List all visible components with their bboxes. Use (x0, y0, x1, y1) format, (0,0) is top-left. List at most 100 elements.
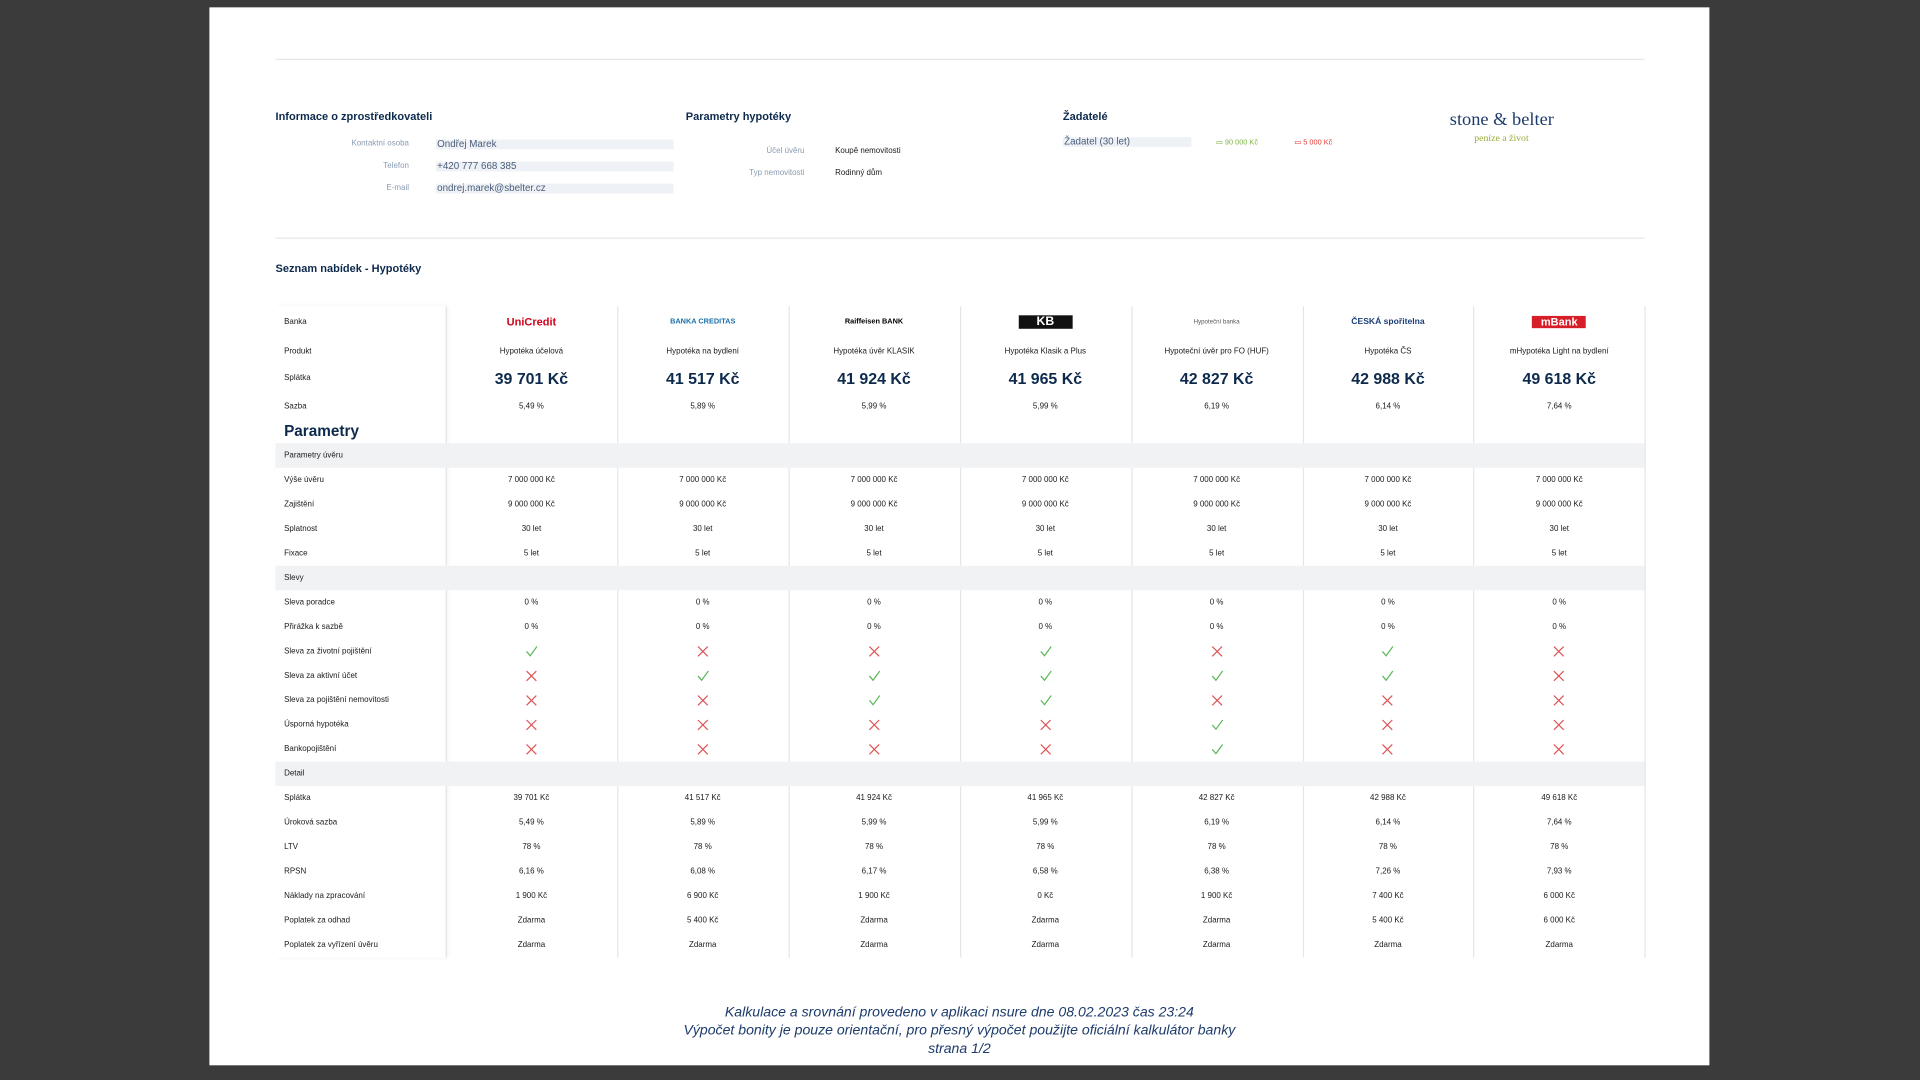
cell: 7,64 % (1546, 818, 1572, 828)
cell: 5 let (1037, 549, 1053, 558)
cell: Zdarma (517, 916, 546, 926)
cell: 5,99 % (1032, 402, 1058, 411)
section-band (275, 443, 1645, 468)
cell: 9 000 000 Kč (1021, 500, 1069, 509)
row-label: Sleva za životní pojištění (284, 647, 372, 656)
icon-path (1553, 695, 1565, 706)
field-value: ondrej.marek@sbelter.cz (435, 183, 674, 194)
row-label: Náklady na zpracování (284, 892, 366, 901)
column-divider (445, 306, 447, 958)
cell: 30 let (1378, 524, 1398, 534)
cell: Zdarma (1374, 941, 1402, 950)
cell: 5 let (866, 549, 882, 558)
cross-icon (1039, 744, 1051, 755)
cell: Zdarma (1031, 941, 1060, 950)
cell: 6 900 Kč (686, 892, 719, 901)
cell: 7,26 % (1375, 867, 1401, 877)
column-divider (959, 306, 961, 958)
cross-icon (697, 744, 708, 755)
cross-icon (1553, 744, 1565, 755)
icon-path (1211, 719, 1223, 731)
cell: Hypotéka úvěr KLASIK (833, 347, 915, 356)
cell: 5,89 % (690, 818, 716, 828)
cell: 6 000 Kč (1543, 892, 1575, 901)
cell: 1 900 Kč (1200, 892, 1233, 901)
cross-icon (1553, 719, 1565, 731)
check-icon (868, 695, 880, 706)
row-label: Zajištění (284, 500, 315, 509)
bank-logo: KB (1018, 315, 1073, 329)
section-title: Parametry hypotéky (685, 110, 792, 123)
bank-logo: mBank (1532, 315, 1587, 329)
icon-path (526, 744, 537, 755)
cell: 6,08 % (690, 867, 716, 877)
cell: 6,38 % (1204, 867, 1230, 877)
cell: 5 let (1551, 549, 1567, 558)
row-label: Poplatek za vyřízení úvěru (284, 941, 378, 950)
row-label: LTV (284, 843, 299, 852)
cell: 49 618 Kč (1541, 794, 1578, 803)
check-icon (1211, 744, 1223, 755)
icon-path (697, 695, 708, 706)
bank-logo: Hypoteční banka (1193, 318, 1240, 326)
row-label: Fixace (284, 549, 308, 558)
cell: Hypotéka ČS (1364, 347, 1412, 356)
cell: 9 000 000 Kč (850, 500, 898, 509)
row-label: Přirážka k sazbě (284, 622, 343, 632)
row-label: Výše úvěru (284, 475, 324, 485)
cell: 5,49 % (519, 818, 544, 828)
footer-line: strana 1/2 (928, 1042, 991, 1057)
cell: 5 400 Kč (686, 916, 719, 926)
icon-path (697, 646, 708, 657)
cell: 0 % (1552, 598, 1567, 607)
cell: 78 % (1550, 843, 1569, 852)
icon-path (1553, 670, 1565, 682)
field-value: Ondřej Marek (435, 139, 674, 150)
cross-icon (1211, 646, 1222, 657)
cell: 7 000 000 Kč (507, 475, 555, 485)
row-label: Úroková sazba (284, 818, 338, 828)
icon-path (868, 646, 880, 657)
section-title: Žadatelé (1062, 110, 1108, 123)
cell: 5,49 % (519, 402, 544, 411)
row-label: Sazba (284, 402, 307, 411)
icon-path (1553, 646, 1565, 657)
cell: Hypotéka na bydlení (666, 347, 739, 356)
cell: 7 000 000 Kč (1364, 475, 1412, 485)
cell: 5,99 % (861, 818, 887, 828)
cell: 5,99 % (1032, 818, 1058, 828)
cell: 30 let (1206, 524, 1227, 534)
check-icon (697, 670, 709, 682)
cross-icon (526, 670, 537, 682)
check-icon (1039, 646, 1052, 657)
cell: Hypoteční úvěr pro FO (HUF) (1164, 347, 1269, 356)
row-label: Bankopojištění (284, 745, 337, 754)
income: ▭ 90 000 Kč (1215, 139, 1259, 147)
cell: 0 % (1038, 622, 1053, 632)
icon-path (1382, 670, 1394, 682)
icon-path (526, 695, 537, 706)
cross-icon (1382, 695, 1394, 706)
row-label: RPSN (284, 867, 307, 877)
applicant: Žadatel (30 let) (1062, 137, 1192, 147)
document-page: Informace o zprostředkovateli Parametry … (209, 7, 1710, 1066)
icon-path (526, 670, 537, 682)
cross-icon (868, 719, 880, 731)
field-value: Rodinný dům (835, 168, 883, 178)
expense: ▭ 5 000 Kč (1294, 139, 1333, 147)
column-divider (617, 306, 619, 958)
cell: Zdarma (689, 941, 717, 950)
bank-logo: Raiffeisen BANK (844, 318, 904, 326)
cell: 30 let (692, 524, 713, 534)
cross-icon (1553, 695, 1565, 706)
cell: 39 701 Kč (494, 369, 569, 388)
section-band (275, 565, 1645, 591)
check-icon (1039, 670, 1052, 682)
field-label: Typ nemovitosti (749, 168, 805, 178)
cell: 7,93 % (1546, 867, 1572, 877)
cell: 0 % (1038, 598, 1053, 607)
cross-icon (526, 719, 537, 731)
section-band (275, 761, 1645, 787)
icon-path (1039, 695, 1052, 706)
